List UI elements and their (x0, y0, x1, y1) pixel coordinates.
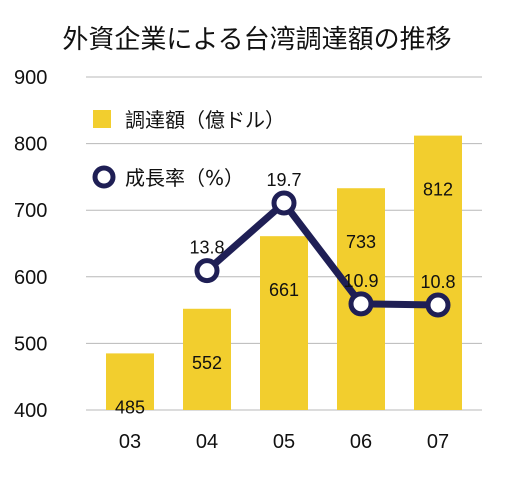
growth-value-label: 13.8 (189, 238, 224, 258)
legend-line-label: 成長率（%） (125, 166, 244, 190)
bar (106, 353, 154, 410)
bar-value-label: 812 (423, 180, 453, 200)
bar (260, 236, 308, 410)
growth-point-marker-icon (194, 258, 220, 284)
bar-value-label: 733 (346, 232, 376, 252)
legend-line-marker-icon (92, 165, 116, 189)
chart-title: 外資企業による台湾調達額の推移 (62, 25, 451, 55)
growth-value-label: 10.9 (343, 271, 378, 291)
x-axis-tick-labels: 03 04 05 06 07 (119, 431, 449, 453)
y-tick-label: 600 (14, 267, 47, 289)
growth-point-marker-icon (425, 292, 451, 318)
y-tick-label: 400 (14, 400, 47, 422)
legend-bar-label: 調達額（億ドル） (125, 108, 285, 132)
growth-value-labels: 13.8 19.7 10.9 10.8 (189, 170, 455, 292)
bar-value-label: 552 (192, 353, 222, 373)
x-tick-label: 07 (427, 431, 449, 453)
legend: 調達額（億ドル） 成長率（%） (92, 108, 285, 190)
x-tick-label: 06 (350, 431, 372, 453)
y-tick-label: 700 (14, 200, 47, 222)
y-tick-label: 900 (14, 67, 47, 89)
bar (414, 135, 462, 410)
x-tick-label: 04 (196, 431, 218, 453)
growth-value-label: 19.7 (266, 170, 301, 190)
y-tick-label: 800 (14, 134, 47, 156)
growth-line-series (194, 190, 451, 318)
x-tick-label: 03 (119, 431, 141, 453)
y-tick-label: 500 (14, 333, 47, 355)
growth-line (204, 199, 439, 309)
x-tick-label: 05 (273, 431, 295, 453)
legend-bar-swatch (93, 110, 111, 128)
bar (183, 308, 231, 410)
growth-value-label: 10.8 (420, 272, 455, 292)
growth-point-marker-icon (348, 291, 374, 317)
bar-value-labels: 485 552 661 733 812 (115, 180, 453, 418)
bar-value-label: 485 (115, 397, 145, 417)
y-axis-tick-labels: 400 500 600 700 800 900 (14, 67, 47, 422)
growth-point-marker-icon (271, 190, 297, 216)
bar-value-label: 661 (269, 280, 299, 300)
